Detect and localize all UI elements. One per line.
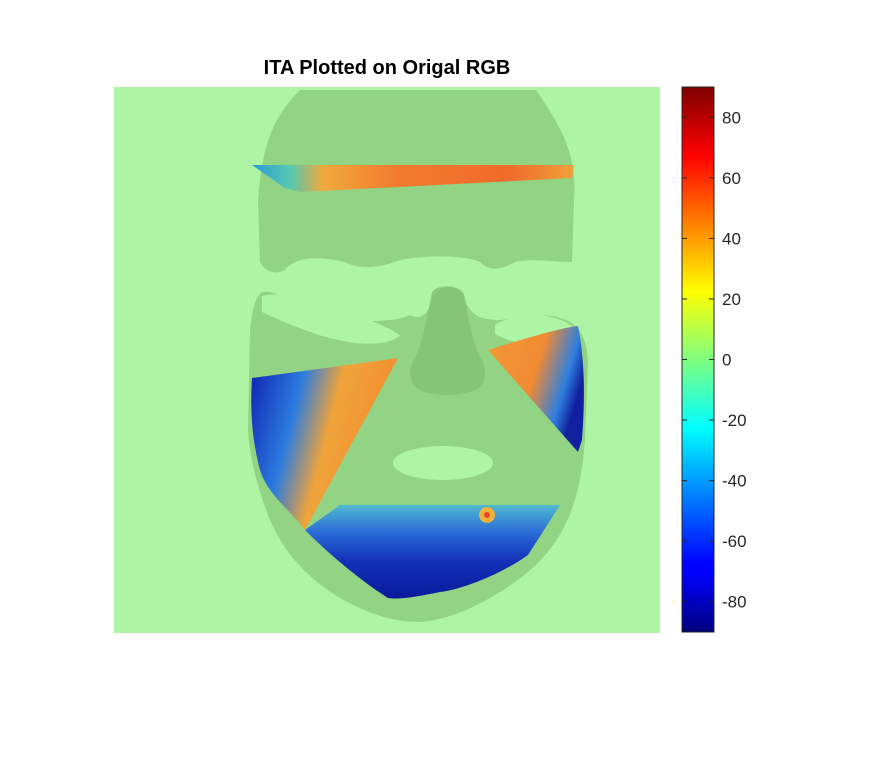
chin-hotspot-core	[484, 512, 490, 518]
colorbar-tick-label: 60	[722, 169, 741, 188]
colorbar-tick-label: 20	[722, 290, 741, 309]
colorbar-tick-label: -20	[722, 411, 747, 430]
chart-title: ITA Plotted on Origal RGB	[263, 57, 511, 79]
colorbar-tick-label: 80	[722, 108, 741, 127]
colorbar-tick-label: -60	[722, 532, 747, 551]
colorbar-tick-label: 40	[722, 229, 741, 248]
nose-shade	[409, 286, 486, 395]
colorbar-tick-label: -40	[722, 472, 747, 491]
forehead-ita-region	[252, 165, 574, 192]
colorbar-tick-label: -80	[722, 593, 747, 612]
chin-ita-region	[305, 505, 560, 599]
left-eye-hole	[262, 294, 400, 344]
mouth-hole	[393, 446, 493, 480]
colorbar-tick-label: 0	[722, 351, 731, 370]
left-cheek-ita-region	[251, 358, 398, 530]
right-cheek-ita-region	[488, 326, 584, 452]
